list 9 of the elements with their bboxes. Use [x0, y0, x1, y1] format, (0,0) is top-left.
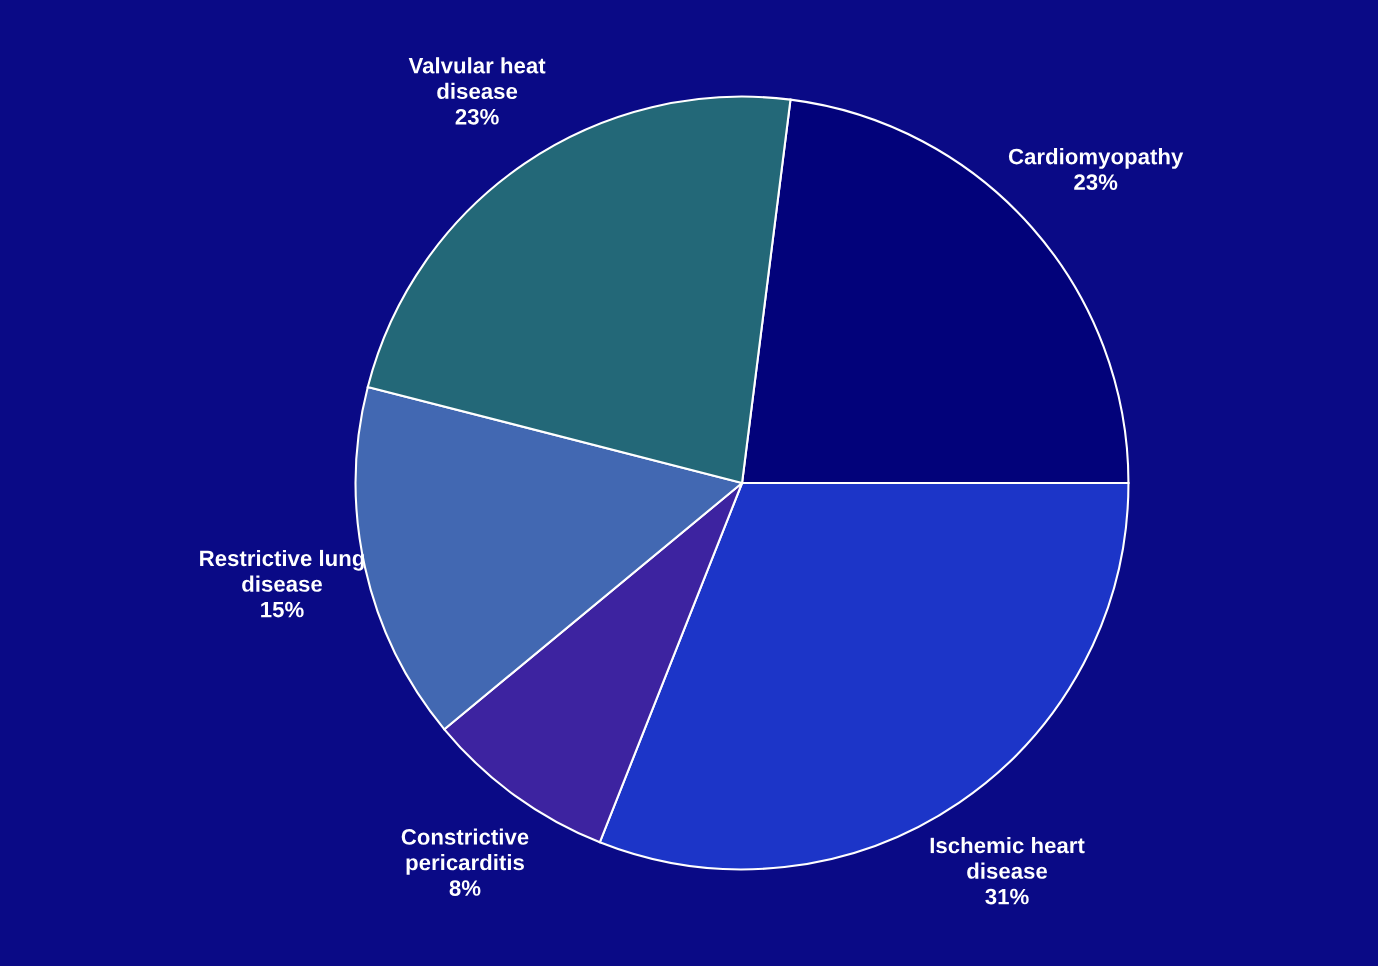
slice-label: Valvular heat disease	[408, 57, 546, 100]
data-label: 15%	[261, 601, 304, 618]
data-label: 23%	[1074, 174, 1118, 191]
slice-label: Cardiomyopathy	[1008, 148, 1184, 169]
data-label: 31%	[985, 888, 1029, 905]
slice-label: Ischemic heart disease	[930, 836, 1085, 879]
data-label: 23%	[455, 108, 499, 125]
data-label: 8%	[449, 880, 481, 896]
slice-label: Constrictive pericarditis	[401, 828, 529, 875]
